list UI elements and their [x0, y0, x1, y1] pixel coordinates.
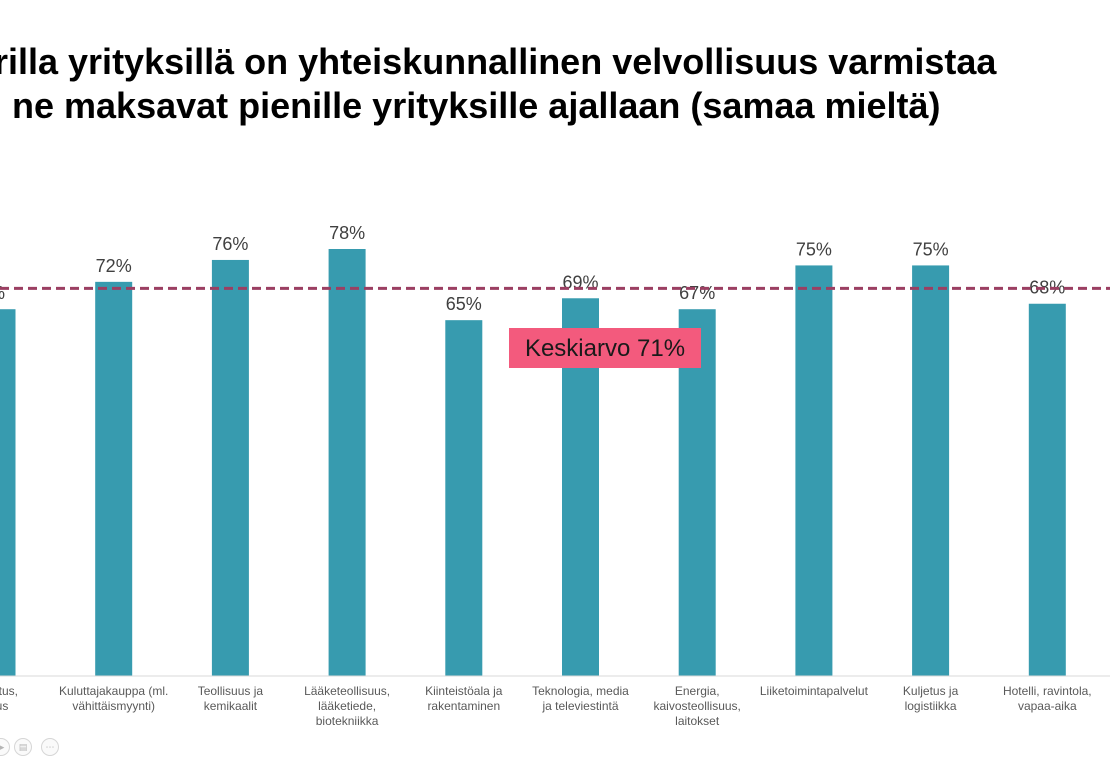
bar-value-label: 75% [913, 239, 949, 259]
category-label: Lääketeollisuus, lääketiede, biotekniikka [304, 684, 390, 728]
bar-value-label: 75% [796, 239, 832, 259]
bar [1028, 303, 1066, 676]
bar [328, 249, 366, 676]
category-label: Liiketoimintapalvelut [760, 684, 869, 698]
bar-value-label: 68% [1029, 278, 1065, 298]
category-label: Kuluttajakauppa (ml. vähittäismyynti) [59, 684, 168, 713]
category-label: Teollisuus ja kemikaalit [198, 684, 264, 713]
category-label: Energia, kaivosteollisuus, laitokset [654, 684, 741, 728]
bar [795, 265, 833, 676]
category-label: Teknologia, media ja televiestintä [532, 684, 629, 713]
category-label: Hotelli, ravintola, vapaa-aika [1003, 684, 1092, 713]
chart-title-line-1: urilla yrityksillä on yhteiskunnallinen … [0, 41, 997, 82]
more-icon[interactable]: ⋯ [41, 738, 59, 756]
bar-value-label: % [0, 283, 5, 303]
bar-value-label: 67% [679, 283, 715, 303]
slides-icon[interactable]: ▤ [14, 738, 32, 756]
bar-value-label: 72% [96, 256, 132, 276]
category-label: Kiinteistöala ja rakentaminen [425, 684, 503, 713]
bar [445, 320, 483, 676]
average-label-box [509, 328, 701, 368]
category-label: Kuljetus ja logistiikka [903, 684, 959, 713]
average-label: Keskiarvo 71% [525, 335, 685, 362]
category-label: ahoitus,utus [0, 684, 18, 713]
bar-value-label: 65% [446, 294, 482, 314]
chart-title-line-2: ne maksavat pienille yrityksille ajallaa… [12, 85, 941, 126]
bar [912, 265, 950, 676]
bar [95, 281, 133, 676]
bar [0, 309, 16, 676]
bar-value-label: 76% [212, 234, 248, 254]
bar [678, 309, 716, 676]
bar-value-label: 78% [329, 223, 365, 243]
bar [211, 259, 249, 676]
